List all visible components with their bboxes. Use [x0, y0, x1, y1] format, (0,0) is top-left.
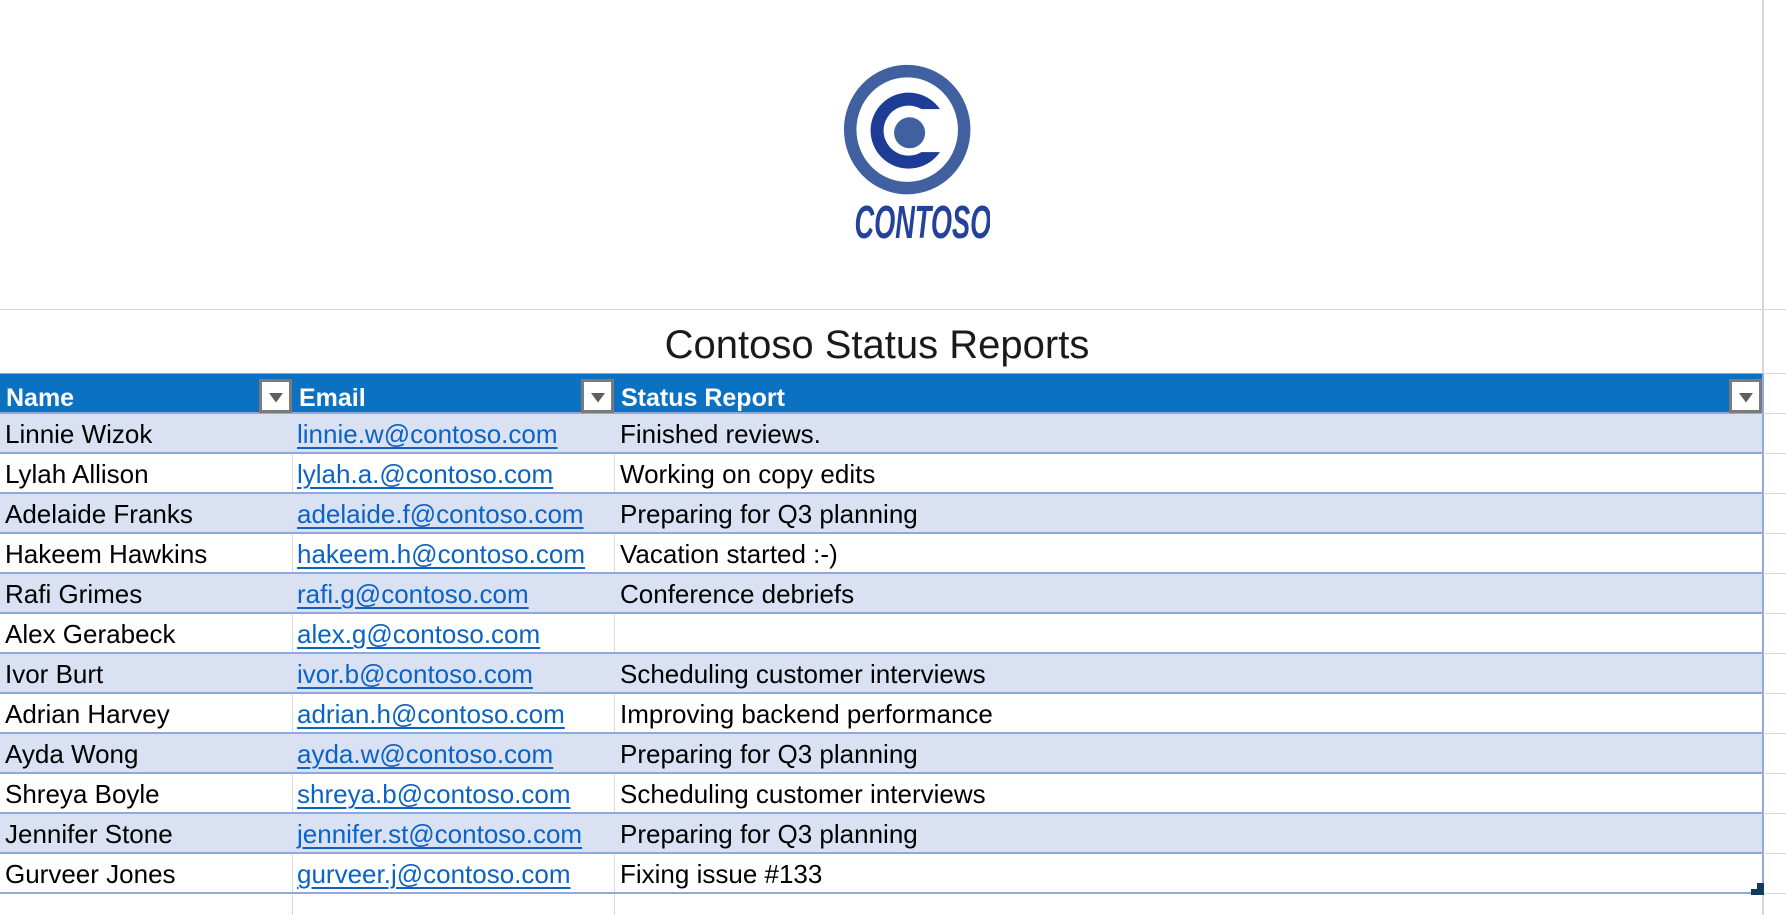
- svg-text:CONTOSO: CONTOSO: [855, 198, 990, 249]
